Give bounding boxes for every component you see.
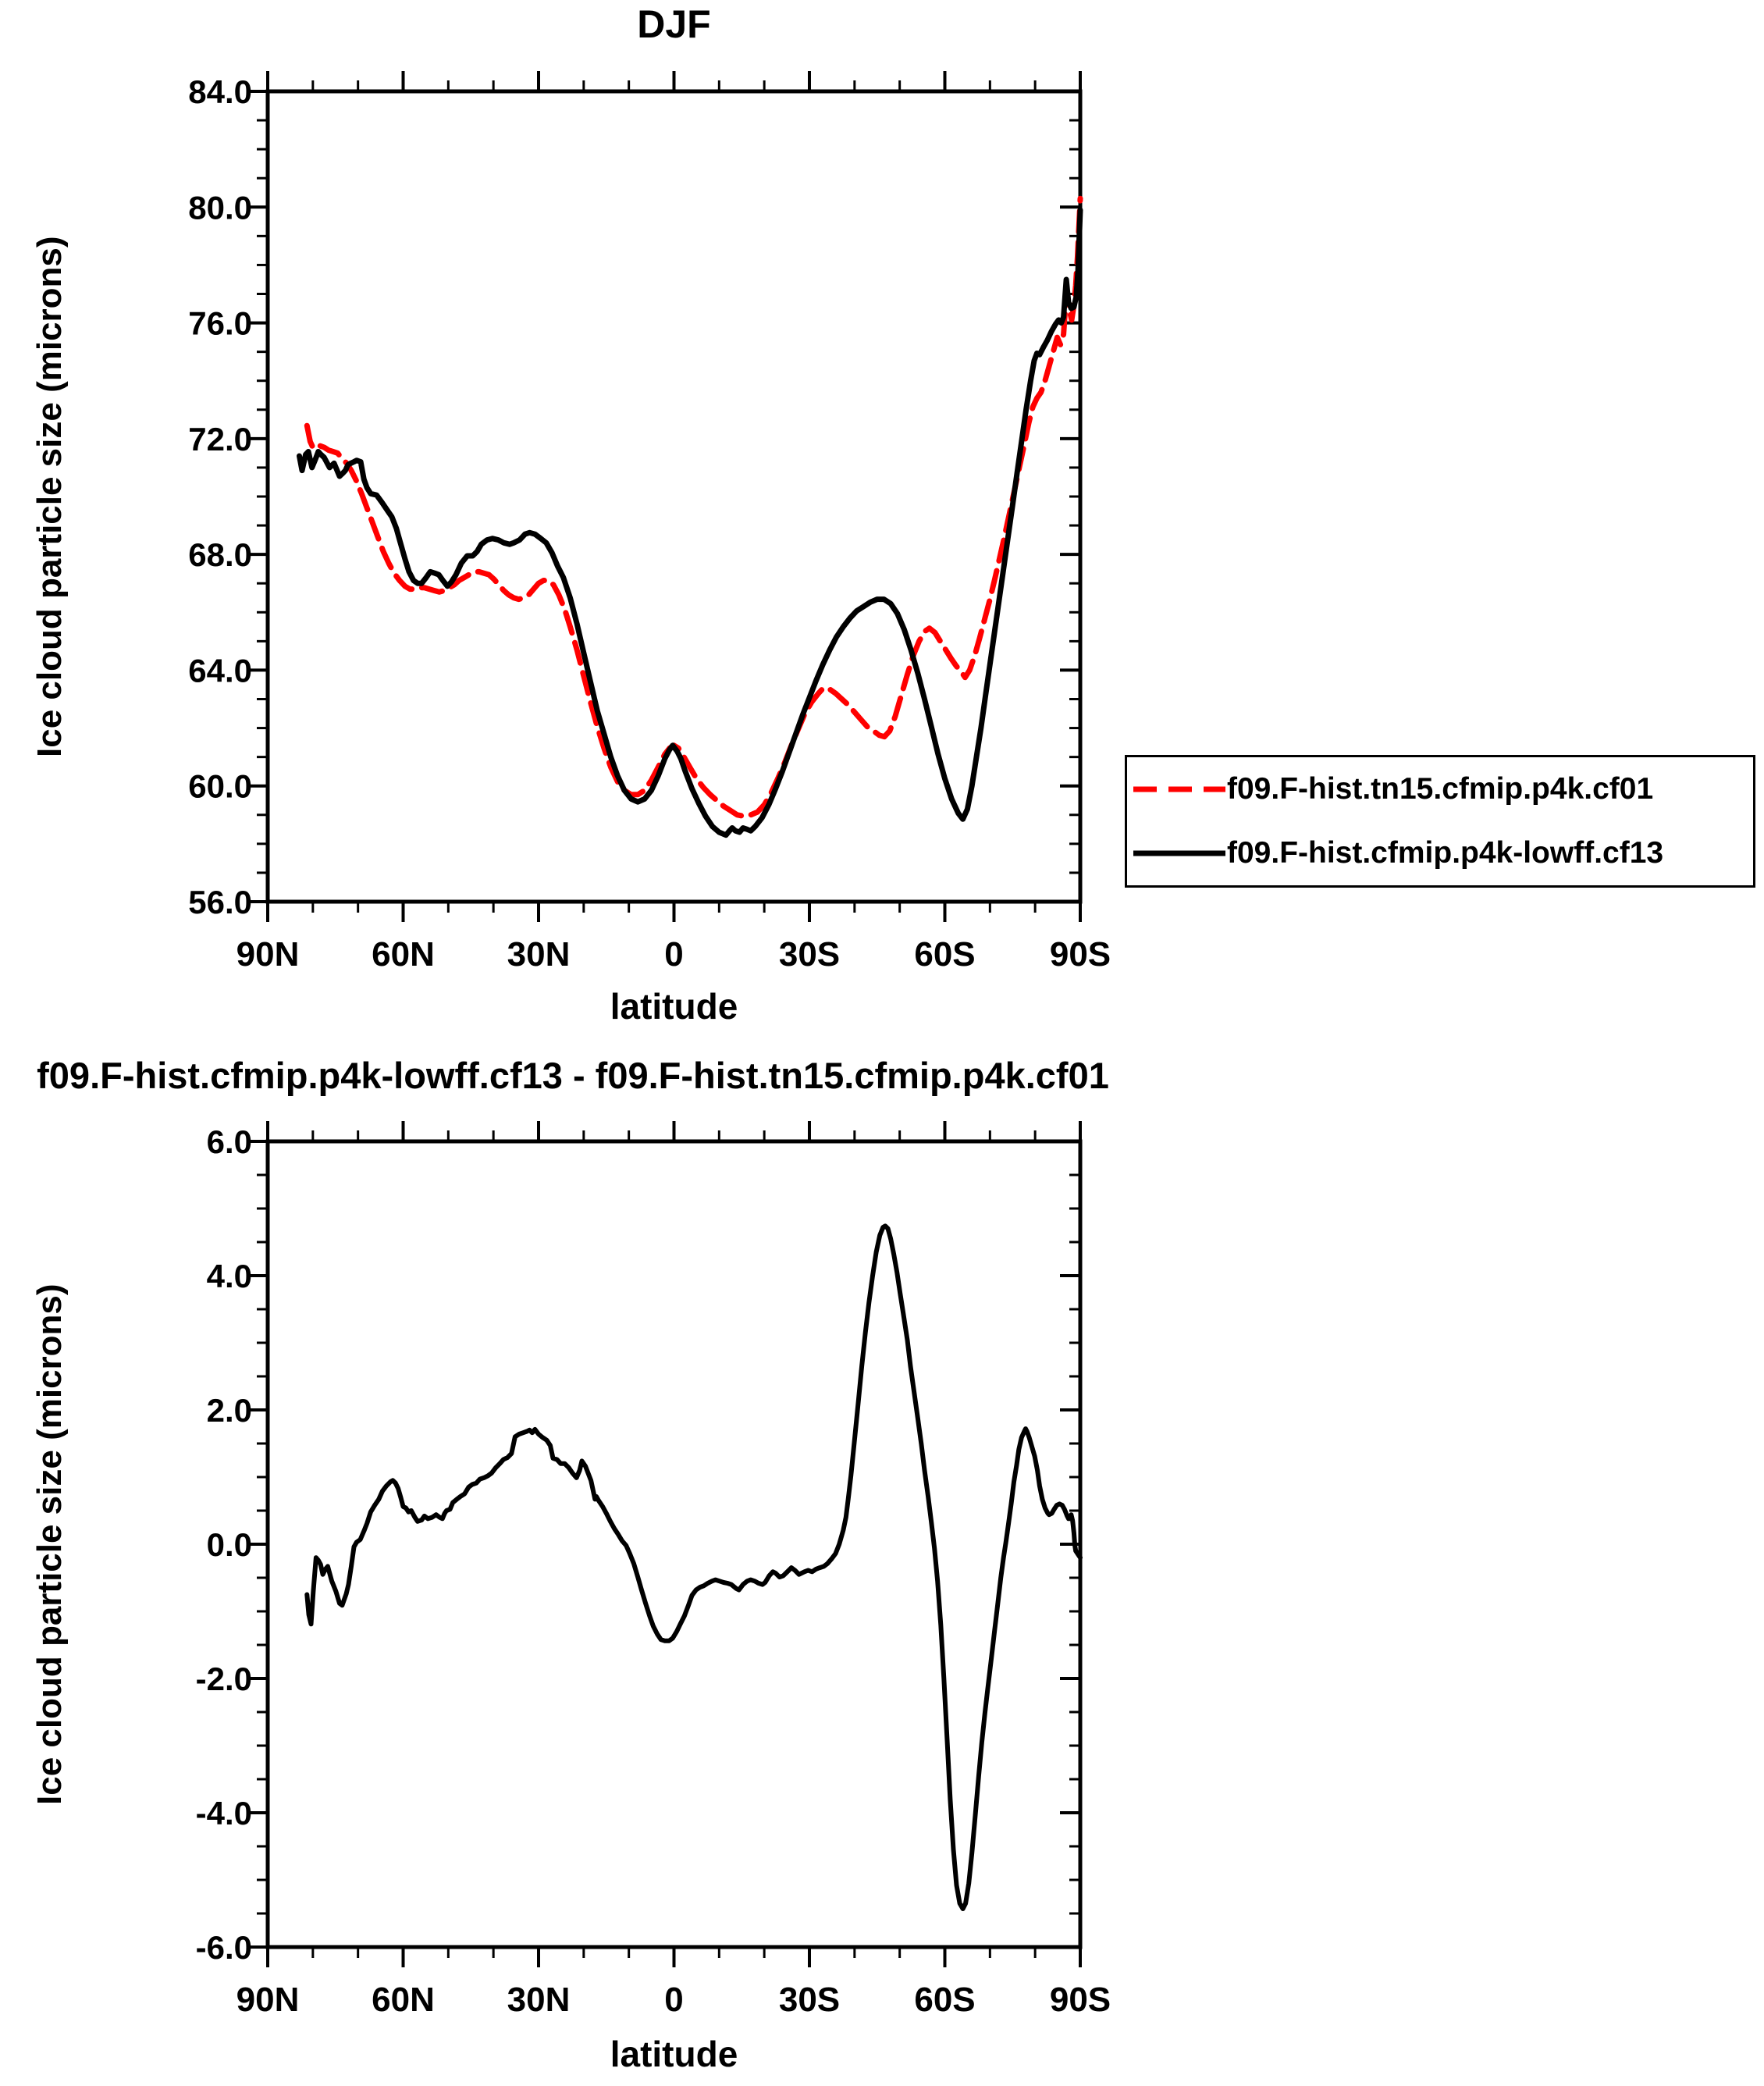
y-tick-label: 4.0 (207, 1258, 252, 1294)
x-tick-label: 60S (914, 935, 975, 974)
bottom-x-axis-label: latitude (610, 2034, 738, 2074)
top-chart-panel: 90N 60N 30N 0 30S 60S 90S 56.0 60.0 64.0 68.0 72.0 7… (188, 71, 1111, 974)
x-tick-label: 30N (507, 1981, 571, 2019)
y-tick-label: 56.0 (188, 884, 252, 920)
x-tick-label: 90N (237, 935, 300, 974)
y-tick-label: 6.0 (207, 1123, 252, 1160)
y-tick-label: 64.0 (188, 652, 252, 689)
legend-item-cf01: f09.F-hist.tn15.cfmip.p4k.cf01 (1127, 758, 1753, 821)
y-tick-label: 60.0 (188, 768, 252, 805)
x-tick-label: 30N (507, 935, 571, 974)
bottom-chart-panel: 90N 60N 30N 0 30S 60S 90S -6.0 -4.0 -2.0 0.0 2.0 4.0… (196, 1121, 1111, 2019)
top-x-axis-label: latitude (610, 986, 738, 1027)
y-tick-label: -2.0 (196, 1661, 252, 1697)
x-tick-label: 30S (779, 1981, 840, 2019)
legend-item-cf13: f09.F-hist.cfmip.p4k-lowff.cf13 (1127, 822, 1753, 885)
y-tick-label: 80.0 (188, 189, 252, 226)
y-tick-label: 84.0 (188, 73, 252, 110)
x-tick-label: 30S (779, 935, 840, 974)
axis-frame (265, 89, 1083, 904)
legend-line-dashed-red-icon (1133, 786, 1225, 792)
y-tick-labels: 56.0 60.0 64.0 68.0 72.0 76.0 80.0 84.0 (188, 73, 252, 920)
x-tick-label: 90N (237, 1981, 300, 2019)
bottom-chart-title: f09.F-hist.cfmip.p4k-lowff.cf13 - f09.F-… (37, 1055, 1109, 1096)
series-dashed-red (304, 195, 1083, 820)
legend-label-cf13: f09.F-hist.cfmip.p4k-lowff.cf13 (1227, 835, 1664, 870)
top-chart-title: DJF (637, 2, 711, 46)
x-tick-label: 90S (1050, 935, 1111, 974)
y-ticks (247, 1140, 1080, 1949)
series-solid-black (304, 1223, 1083, 1911)
x-tick-label: 0 (664, 935, 683, 974)
x-tick-labels: 90N 60N 30N 0 30S 60S 90S (237, 935, 1111, 974)
y-ticks (247, 90, 1080, 903)
bottom-y-axis-label: Ice cloud particle size (microns) (30, 1283, 69, 1805)
y-tick-label: 0.0 (207, 1526, 252, 1563)
x-ticks (266, 1121, 1082, 1967)
legend-line-solid-black-icon (1133, 850, 1225, 856)
y-tick-label: 76.0 (188, 305, 252, 342)
y-tick-labels: -6.0 -4.0 -2.0 0.0 2.0 4.0 6.0 (196, 1123, 252, 1966)
top-y-axis-label: Ice cloud particle size (microns) (30, 236, 69, 757)
x-tick-labels: 90N 60N 30N 0 30S 60S 90S (237, 1981, 1111, 2019)
series-solid-black (297, 207, 1083, 838)
x-tick-label: 60S (914, 1981, 975, 2019)
y-tick-label: 72.0 (188, 421, 252, 457)
x-tick-label: 60N (372, 1981, 435, 2019)
axis-frame (265, 1139, 1083, 1949)
y-tick-label: 2.0 (207, 1392, 252, 1429)
x-tick-label: 90S (1050, 1981, 1111, 2019)
y-tick-label: -4.0 (196, 1795, 252, 1831)
legend-box: f09.F-hist.tn15.cfmip.p4k.cf01 f09.F-his… (1125, 755, 1755, 888)
legend-label-cf01: f09.F-hist.tn15.cfmip.p4k.cf01 (1227, 772, 1654, 806)
x-tick-label: 0 (664, 1981, 683, 2019)
x-ticks (266, 71, 1082, 922)
y-tick-label: -6.0 (196, 1929, 252, 1966)
y-tick-label: 68.0 (188, 536, 252, 573)
x-tick-label: 60N (372, 935, 435, 974)
